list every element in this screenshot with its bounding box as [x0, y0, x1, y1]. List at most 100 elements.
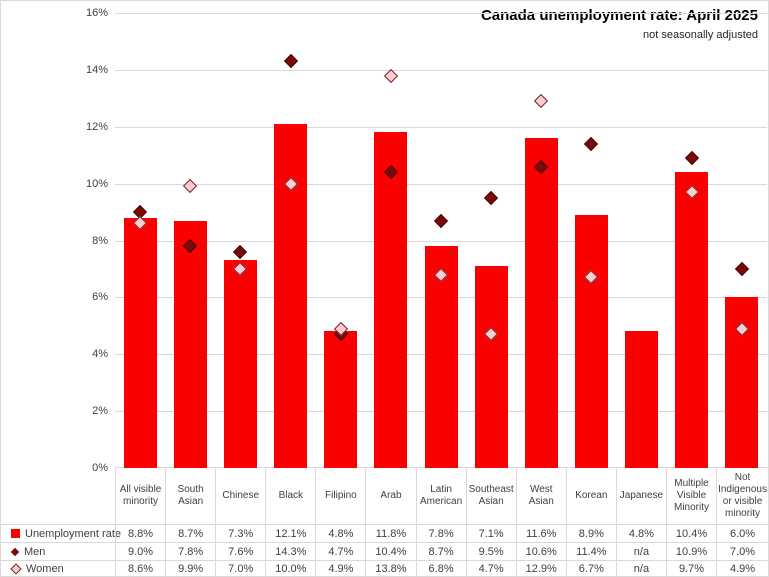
men-marker-southeast-asian	[483, 190, 499, 206]
y-axis-label-12pct: 12%	[85, 121, 108, 133]
category-header-filipino: Filipino	[315, 467, 365, 524]
y-axis-label-10pct: 10%	[85, 178, 108, 190]
value-cell-unemployment-rate-chinese: 7.3%	[215, 524, 266, 542]
men-legend-icon	[10, 547, 20, 556]
y-axis-label-0pct: 0%	[92, 462, 108, 474]
gridline-16pct	[115, 13, 767, 14]
category-header-multiple-visible-minority: Multiple Visible Minority	[665, 467, 716, 524]
value-cell-men-japanese: n/a	[615, 542, 666, 560]
bar-filipino	[324, 331, 357, 468]
bar-multiple-visible-minority	[675, 172, 708, 468]
men-marker-not-indigenous-or-visible-minority	[734, 261, 750, 277]
value-cell-men-black: 14.3%	[265, 542, 316, 560]
y-axis-label-4pct: 4%	[92, 348, 108, 360]
row-label-unemployment-rate: Unemployment rate	[1, 524, 121, 542]
chart-subtitle: not seasonally adjusted	[643, 29, 758, 41]
value-cell-men-not-indigenous-or-visible-minority: 7.0%	[716, 542, 768, 560]
value-cell-men-korean: 11.4%	[565, 542, 616, 560]
value-cell-women-southeast-asian: 4.7%	[465, 560, 516, 576]
gridline-14pct	[115, 70, 767, 71]
men-marker-black	[283, 53, 299, 69]
value-cell-men-south-asian: 7.8%	[165, 542, 216, 560]
men-marker-latin-american	[433, 213, 449, 229]
unemployment-rate-legend-icon	[11, 529, 20, 538]
data-table: All visible minority South Asian Chinese Bl…	[1, 467, 768, 576]
y-axis-label-16pct: 16%	[85, 7, 108, 19]
value-cell-unemployment-rate-black: 12.1%	[265, 524, 316, 542]
category-header-korean: Korean	[565, 467, 616, 524]
bar-chinese	[224, 260, 257, 468]
value-cell-women-arab: 13.8%	[365, 560, 416, 576]
women-marker-arab	[383, 68, 399, 84]
category-header-chinese: Chinese	[215, 467, 265, 524]
value-cell-men-multiple-visible-minority: 10.9%	[665, 542, 717, 560]
value-cell-women-not-indigenous-or-visible-minority: 4.9%	[716, 560, 768, 576]
category-header-west-asian: West Asian	[515, 467, 566, 524]
category-header-southeast-asian: Southeast Asian	[465, 467, 516, 524]
women-marker-west-asian	[533, 93, 549, 109]
men-marker-chinese	[232, 244, 248, 260]
value-cell-men-arab: 10.4%	[365, 542, 416, 560]
value-cell-women-black: 10.0%	[265, 560, 316, 576]
y-axis-label-8pct: 8%	[92, 235, 108, 247]
y-axis-label-6pct: 6%	[92, 291, 108, 303]
category-header-south-asian: South Asian	[165, 467, 215, 524]
value-cell-women-japanese: n/a	[615, 560, 666, 576]
bar-west-asian	[525, 138, 558, 468]
category-header-not-indigenous-or-visible-minority: Not Indigenous or visible minority	[716, 467, 768, 524]
value-cell-men-west-asian: 10.6%	[515, 542, 566, 560]
value-cell-men-southeast-asian: 9.5%	[465, 542, 516, 560]
category-header-all-visible-minority: All visible minority	[115, 467, 165, 524]
bar-southeast-asian	[475, 266, 508, 468]
value-cell-men-all-visible-minority: 9.0%	[115, 542, 166, 560]
y-axis-label-14pct: 14%	[85, 64, 108, 76]
gridline-12pct	[115, 127, 767, 128]
value-cell-women-multiple-visible-minority: 9.7%	[665, 560, 717, 576]
value-cell-unemployment-rate-japanese: 4.8%	[615, 524, 666, 542]
legend-label: Unemployment rate	[25, 527, 121, 540]
plot-area	[115, 13, 767, 468]
bar-japanese	[625, 331, 658, 468]
value-cell-unemployment-rate-latin-american: 7.8%	[415, 524, 466, 542]
bar-all-visible-minority	[124, 218, 157, 468]
chart-title: Canada unemployment rate: April 2025	[480, 7, 758, 24]
value-cell-unemployment-rate-korean: 8.9%	[565, 524, 616, 542]
value-cell-women-latin-american: 6.8%	[415, 560, 466, 576]
category-header-black: Black	[265, 467, 315, 524]
value-cell-women-chinese: 7.0%	[215, 560, 266, 576]
value-cell-unemployment-rate-not-indigenous-or-visible-minority: 6.0%	[716, 524, 768, 542]
category-header-japanese: Japanese	[615, 467, 666, 524]
value-cell-unemployment-rate-southeast-asian: 7.1%	[465, 524, 516, 542]
value-cell-men-filipino: 4.7%	[315, 542, 366, 560]
value-cell-women-filipino: 4.9%	[315, 560, 366, 576]
men-marker-korean	[583, 136, 599, 152]
value-cell-unemployment-rate-filipino: 4.8%	[315, 524, 366, 542]
category-header-arab: Arab	[365, 467, 415, 524]
value-cell-women-all-visible-minority: 8.6%	[115, 560, 166, 576]
bar-latin-american	[425, 246, 458, 468]
row-label-men: Men	[1, 542, 115, 560]
legend-label: Women	[26, 562, 64, 575]
value-cell-women-korean: 6.7%	[565, 560, 616, 576]
value-cell-unemployment-rate-south-asian: 8.7%	[165, 524, 216, 542]
gridline-10pct	[115, 184, 767, 185]
women-legend-icon	[10, 562, 22, 575]
value-cell-unemployment-rate-west-asian: 11.6%	[515, 524, 566, 542]
value-cell-unemployment-rate-multiple-visible-minority: 10.4%	[665, 524, 717, 542]
y-axis-label-2pct: 2%	[92, 405, 108, 417]
table-corner-blank	[1, 467, 115, 524]
men-marker-multiple-visible-minority	[684, 150, 700, 166]
bar-korean	[575, 215, 608, 468]
value-cell-unemployment-rate-arab: 11.8%	[365, 524, 416, 542]
bar-south-asian	[174, 221, 207, 468]
row-label-women: Women	[1, 560, 115, 576]
value-cell-women-west-asian: 12.9%	[515, 560, 566, 576]
category-header-latin-american: Latin American	[415, 467, 466, 524]
value-cell-men-chinese: 7.6%	[215, 542, 266, 560]
bar-arab	[374, 132, 407, 468]
value-cell-men-latin-american: 8.7%	[415, 542, 466, 560]
women-marker-south-asian	[182, 178, 198, 194]
legend-label: Men	[24, 545, 46, 558]
value-cell-unemployment-rate-all-visible-minority: 8.8%	[115, 524, 166, 542]
gridline-8pct	[115, 241, 767, 242]
